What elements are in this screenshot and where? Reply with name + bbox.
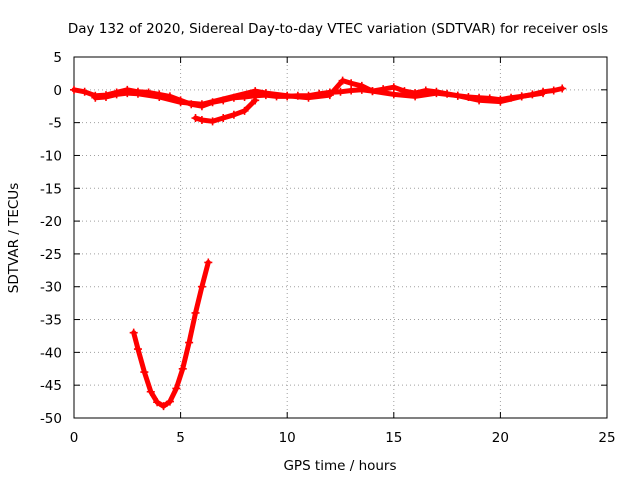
y-tick-label: 0 xyxy=(53,83,62,99)
data-point xyxy=(336,87,345,96)
data-point xyxy=(475,96,484,105)
data-point xyxy=(389,83,398,92)
data-point xyxy=(496,97,505,106)
data-point xyxy=(155,93,164,102)
plot-frame xyxy=(73,56,608,419)
data-point xyxy=(389,90,398,99)
chart-title: Day 132 of 2020, Sidereal Day-to-day VTE… xyxy=(68,21,608,37)
data-point xyxy=(283,91,292,100)
data-point xyxy=(129,328,138,337)
data-point xyxy=(191,308,200,317)
series-track-plunge xyxy=(129,258,213,411)
data-point xyxy=(240,106,249,115)
y-tick-label: -40 xyxy=(40,345,62,361)
data-point xyxy=(70,85,78,94)
data-point xyxy=(91,93,100,102)
data-point xyxy=(146,387,155,396)
data-point xyxy=(165,397,174,406)
x-tick-label: 25 xyxy=(598,430,615,446)
data-point xyxy=(411,92,420,101)
data-point xyxy=(539,89,548,98)
data-point xyxy=(178,364,187,373)
data-point xyxy=(347,86,356,95)
y-tick-label: -5 xyxy=(49,116,62,132)
y-tick-label: -25 xyxy=(40,247,62,263)
data-point xyxy=(219,114,228,123)
data-point xyxy=(133,345,142,354)
y-tick-label: -15 xyxy=(40,181,62,197)
x-axis-label: GPS time / hours xyxy=(283,458,396,474)
series-track-dip xyxy=(191,96,260,126)
data-point xyxy=(325,91,334,100)
data-point xyxy=(517,92,526,101)
y-tick-label: -35 xyxy=(40,313,62,329)
x-tick-label: 0 xyxy=(70,430,79,446)
y-axis-label: SDTVAR / TECUs xyxy=(6,183,22,293)
x-tick-label: 10 xyxy=(279,430,296,446)
data-point xyxy=(251,96,260,105)
data-point xyxy=(80,87,89,96)
data-point xyxy=(197,282,206,291)
data-point xyxy=(558,84,567,93)
x-tick-label: 5 xyxy=(176,430,185,446)
y-tick-label: -50 xyxy=(40,411,62,427)
data-point xyxy=(549,86,558,95)
data-point xyxy=(261,89,270,98)
data-point xyxy=(101,93,110,102)
data-point xyxy=(185,338,194,347)
data-point xyxy=(153,398,162,407)
data-point xyxy=(197,116,206,125)
data-point xyxy=(197,100,206,109)
data-point xyxy=(357,81,366,90)
data-point xyxy=(432,89,441,98)
data-point xyxy=(208,117,217,126)
data-point xyxy=(229,110,238,119)
data-point xyxy=(347,79,356,88)
data-point xyxy=(112,90,121,99)
data-point xyxy=(176,98,185,107)
y-tick-label: 5 xyxy=(53,50,62,66)
data-point xyxy=(123,89,132,98)
data-point xyxy=(251,87,260,96)
data-point xyxy=(159,402,168,411)
y-tick-label: -10 xyxy=(40,148,62,164)
data-point xyxy=(338,76,347,85)
y-tick-label: -30 xyxy=(40,280,62,296)
series-layer xyxy=(70,76,567,411)
x-tick-label: 20 xyxy=(492,430,509,446)
chart-axes: 0 5 10 15 20 25 5 0 -5 -10 -15 -20 -25 -30 -35 -40 -45 -5… xyxy=(40,50,616,446)
data-point xyxy=(172,384,181,393)
data-point xyxy=(133,89,142,98)
y-tick-label: -20 xyxy=(40,214,62,230)
data-point xyxy=(191,114,200,123)
series-line xyxy=(131,259,211,409)
data-point xyxy=(304,93,313,102)
data-point xyxy=(368,87,377,96)
data-point xyxy=(140,368,149,377)
x-tick-label: 15 xyxy=(385,430,402,446)
data-point xyxy=(453,91,462,100)
chart-grid xyxy=(74,57,607,418)
data-point xyxy=(204,258,213,267)
series-track-upper xyxy=(91,76,548,109)
y-tick-label: -45 xyxy=(40,378,62,394)
